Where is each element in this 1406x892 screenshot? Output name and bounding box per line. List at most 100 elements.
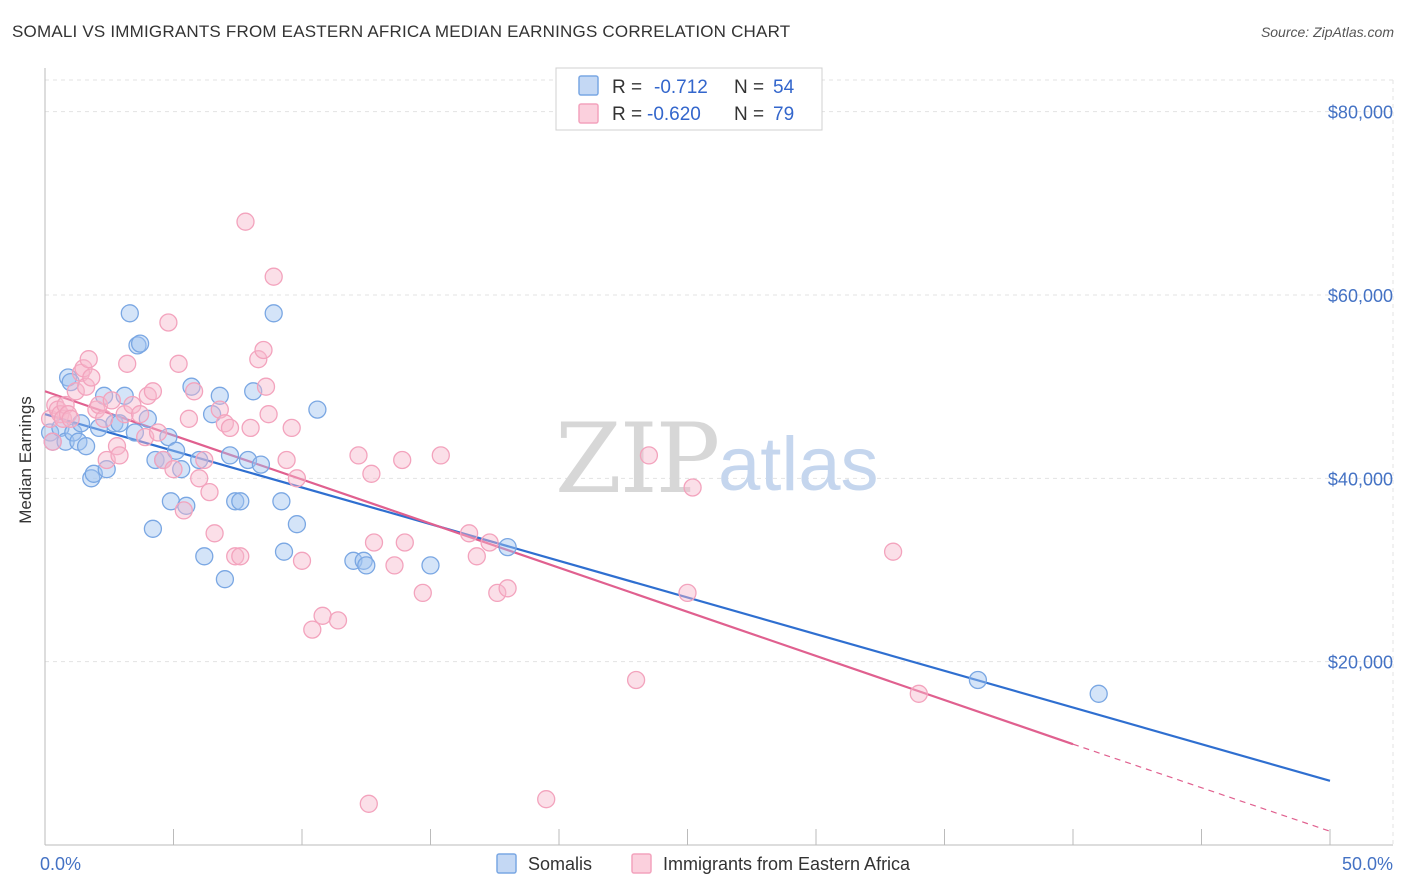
point-somalis	[71, 414, 91, 433]
x-tick-label-max: 50.0%	[1342, 854, 1393, 874]
point-eastern-africa	[123, 395, 142, 415]
point-eastern-africa	[226, 547, 245, 566]
point-somalis	[146, 450, 165, 470]
point-somalis	[105, 414, 124, 433]
point-eastern-africa	[313, 606, 332, 625]
point-eastern-africa	[110, 446, 129, 465]
point-somalis	[220, 446, 240, 465]
point-eastern-africa	[236, 212, 255, 231]
point-somalis	[64, 423, 83, 442]
watermark-zip: ZIP	[555, 403, 718, 515]
point-eastern-africa	[40, 409, 60, 428]
point-eastern-africa	[115, 405, 134, 424]
legend-swatch-eastern-africa-bottom	[631, 853, 652, 874]
point-eastern-africa	[256, 377, 276, 396]
point-somalis	[159, 427, 178, 447]
point-eastern-africa	[74, 359, 93, 378]
legend-r-value-1: -0.712	[654, 77, 708, 98]
legend-n-label-1: N =	[734, 77, 764, 98]
legend-r-label-2: R =	[612, 104, 642, 125]
point-eastern-africa	[328, 611, 348, 630]
point-eastern-africa	[259, 405, 278, 424]
point-somalis	[120, 304, 139, 323]
data-points	[40, 212, 1108, 813]
point-eastern-africa	[282, 418, 301, 438]
point-eastern-africa	[678, 583, 697, 603]
point-somalis	[172, 460, 191, 479]
legend-label-somalis: Somalis	[528, 854, 592, 874]
point-somalis	[76, 437, 96, 456]
chart-title: SOMALI VS IMMIGRANTS FROM EASTERN AFRICA…	[12, 22, 791, 41]
legend-n-value-1: 54	[773, 77, 795, 98]
chart-source: Source: ZipAtlas.com	[1260, 24, 1394, 40]
point-eastern-africa	[174, 501, 193, 520]
y-tick-labels: $20,000 $40,000 $60,000 $80,000	[1328, 103, 1393, 673]
trend-line-eastern-africa-extrapolated	[1072, 743, 1331, 832]
legend-frame	[555, 67, 823, 131]
point-somalis	[272, 492, 291, 511]
point-somalis	[226, 492, 245, 511]
point-eastern-africa	[118, 354, 137, 373]
point-somalis	[1089, 684, 1108, 703]
point-eastern-africa	[639, 446, 659, 465]
y-axis-label: Median Earnings	[16, 396, 35, 524]
gridlines	[45, 79, 1393, 663]
point-eastern-africa	[385, 556, 404, 575]
point-somalis	[274, 542, 294, 561]
point-somalis	[130, 334, 150, 353]
trend-line-somalis	[44, 413, 1331, 782]
point-eastern-africa	[364, 533, 384, 552]
point-eastern-africa	[498, 579, 517, 598]
y-tick-label: $40,000	[1328, 469, 1393, 489]
point-somalis	[357, 556, 376, 575]
legend-swatch-eastern-africa	[578, 103, 599, 124]
point-eastern-africa	[467, 547, 486, 566]
point-eastern-africa	[303, 620, 322, 639]
point-eastern-africa	[359, 794, 378, 813]
point-eastern-africa	[66, 382, 85, 401]
legend-swatch-somalis	[578, 75, 599, 96]
y-tick-label: $80,000	[1328, 103, 1393, 123]
point-eastern-africa	[480, 533, 499, 552]
point-eastern-africa	[349, 446, 368, 465]
point-eastern-africa	[190, 469, 209, 488]
point-eastern-africa	[362, 464, 381, 483]
point-somalis	[264, 304, 283, 323]
series-legend: Somalis Immigrants from Eastern Africa	[496, 853, 911, 874]
point-eastern-africa	[148, 423, 168, 442]
point-eastern-africa	[249, 350, 268, 369]
point-somalis	[215, 570, 235, 589]
point-eastern-africa	[200, 482, 219, 502]
point-eastern-africa	[287, 469, 307, 488]
point-eastern-africa	[79, 350, 98, 369]
point-somalis	[308, 400, 327, 419]
point-eastern-africa	[264, 267, 283, 286]
point-somalis	[166, 441, 186, 460]
point-eastern-africa	[61, 409, 80, 428]
y-tick-label: $60,000	[1328, 286, 1393, 306]
point-eastern-africa	[683, 478, 702, 497]
point-eastern-africa	[626, 670, 646, 690]
point-eastern-africa	[537, 790, 556, 809]
point-somalis	[231, 492, 250, 511]
watermark-atlas: atlas	[718, 422, 879, 507]
point-eastern-africa	[169, 354, 188, 373]
point-eastern-africa	[488, 583, 507, 603]
trend-lines	[44, 390, 1331, 832]
point-somalis	[421, 556, 440, 575]
point-eastern-africa	[143, 382, 163, 401]
point-eastern-africa	[102, 391, 121, 410]
point-eastern-africa	[195, 450, 214, 470]
point-eastern-africa	[431, 446, 450, 465]
legend-label-eastern-africa: Immigrants from Eastern Africa	[663, 854, 911, 874]
point-eastern-africa	[241, 418, 260, 438]
point-eastern-africa	[130, 405, 150, 424]
legend-n-value-2: 79	[773, 104, 794, 125]
point-eastern-africa	[883, 542, 903, 561]
point-eastern-africa	[413, 583, 432, 603]
point-eastern-africa	[459, 524, 479, 543]
point-somalis	[498, 537, 517, 557]
point-eastern-africa	[254, 340, 273, 360]
x-tick-labels: 0.0% 50.0%	[40, 854, 1393, 874]
